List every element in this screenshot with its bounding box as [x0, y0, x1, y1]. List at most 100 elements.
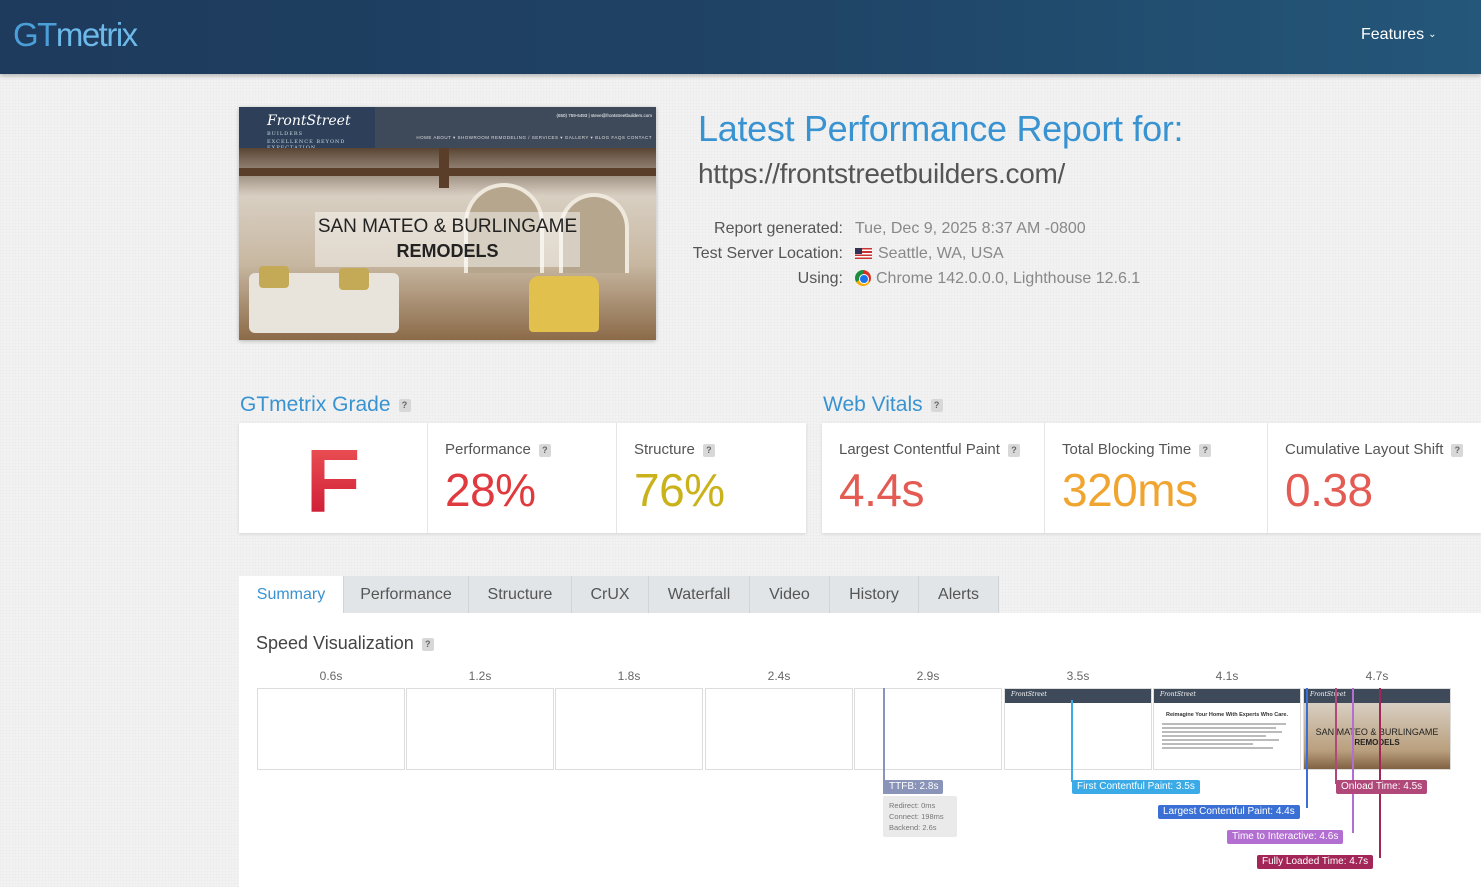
frame-time-label: 1.2s [468, 669, 492, 683]
tab-crux[interactable]: CrUX [572, 576, 649, 613]
thumb-hero-photo [239, 148, 656, 340]
help-icon[interactable]: ? [702, 444, 715, 457]
tab-history[interactable]: History [830, 576, 919, 613]
frame-site-header [1005, 689, 1151, 703]
pillow [259, 266, 289, 288]
frame-time-label: 0.6s [319, 669, 343, 683]
report-url[interactable]: https://frontstreetbuilders.com/ [698, 158, 1066, 189]
thumb-brand: FrontStreet [267, 113, 351, 129]
grade-letter-cell: F [239, 423, 428, 533]
grade-letter: F [239, 431, 427, 534]
ttfb-backend: Backend: 2.6s [889, 823, 937, 832]
features-menu-button[interactable]: Features ⌄ [1361, 26, 1437, 44]
performance-value: 28% [445, 464, 536, 516]
structure-value: 76% [634, 464, 725, 516]
help-icon[interactable]: ? [1199, 444, 1212, 457]
meta-value: Tue, Dec 9, 2025 8:37 AM -0800 [855, 220, 1086, 237]
meta-server-location: Test Server Location: Seattle, WA, USA [0, 245, 1481, 265]
help-icon[interactable]: ? [1007, 444, 1020, 457]
browser-text: Chrome 142.0.0.0, Lighthouse 12.6.1 [876, 270, 1141, 287]
tbt-label: Total Blocking Time? [1062, 441, 1212, 458]
filmstrip-frame[interactable]: FrontStreet Reimagine Your Home With Exp… [1153, 688, 1301, 770]
arch [464, 183, 544, 273]
frame-text-heading: Reimagine Your Home With Experts Who Car… [1166, 712, 1288, 718]
performance-label: Performance? [445, 441, 551, 458]
performance-label-text: Performance [445, 441, 531, 458]
top-navigation-bar: GTmetrix Features ⌄ [0, 0, 1481, 74]
tab-summary[interactable]: Summary [239, 576, 344, 613]
tab-video[interactable]: Video [750, 576, 830, 613]
web-vitals-card: Largest Contentful Paint? 4.4s Total Blo… [822, 423, 1481, 533]
frame-hero-photo: SAN MATEO & BURLINGAME REMODELS [1304, 703, 1450, 769]
thumb-headline-band [315, 212, 580, 267]
filmstrip-frame[interactable]: FrontStreet [1004, 688, 1152, 770]
help-icon[interactable]: ? [1451, 444, 1464, 457]
grade-heading-text: GTmetrix Grade [240, 393, 391, 416]
filmstrip-frame[interactable] [257, 688, 405, 770]
filmstrip-frame[interactable] [705, 688, 853, 770]
thumb-headline-1: SAN MATEO & BURLINGAME [317, 216, 578, 237]
meta-using: Using: Chrome 142.0.0.0, Lighthouse 12.6… [0, 270, 1481, 290]
help-icon[interactable]: ? [538, 444, 551, 457]
web-vitals-heading-text: Web Vitals [823, 393, 923, 416]
gtmetrix-logo[interactable]: GTmetrix [13, 16, 138, 54]
ttfb-redirect: Redirect: 0ms [889, 801, 936, 810]
tti-marker-line [1352, 688, 1354, 833]
grade-heading: GTmetrix Grade? [240, 393, 411, 417]
us-flag-icon [855, 248, 872, 259]
fully-loaded-marker-label[interactable]: Fully Loaded Time: 4.7s [1257, 855, 1374, 869]
features-label: Features [1361, 26, 1425, 43]
ttfb-marker-label[interactable]: TTFB: 2.8s [884, 780, 944, 794]
frame-headline-1: SAN MATEO & BURLINGAME [1315, 727, 1439, 737]
tab-waterfall[interactable]: Waterfall [649, 576, 750, 613]
thumb-headline-2: REMODELS [396, 241, 499, 261]
frame-site-header [1154, 689, 1300, 703]
filmstrip-frame[interactable] [555, 688, 703, 770]
fully-loaded-marker-line [1379, 688, 1381, 858]
lcp-label: Largest Contentful Paint? [839, 441, 1020, 458]
tab-performance[interactable]: Performance [344, 576, 469, 613]
logo-gt-text: GT [13, 16, 57, 53]
lcp-value: 4.4s [839, 464, 924, 516]
frame-time-label: 4.7s [1365, 669, 1389, 683]
fcp-marker-label[interactable]: First Contentful Paint: 3.5s [1072, 780, 1200, 794]
armchair [529, 276, 599, 332]
frame-time-label: 3.5s [1066, 669, 1090, 683]
frame-site-logo: FrontStreet [1160, 691, 1196, 698]
onload-marker-label[interactable]: Onload Time: 4.5s [1336, 780, 1428, 794]
tab-structure[interactable]: Structure [469, 576, 572, 613]
arch [559, 193, 629, 273]
lcp-marker-label[interactable]: Largest Contentful Paint: 4.4s [1158, 805, 1300, 819]
web-vitals-heading: Web Vitals? [823, 393, 943, 417]
chrome-icon [855, 270, 871, 286]
meta-label: Report generated: [714, 220, 843, 237]
thumb-site-logo: FrontStreet BUILDERS EXCELLENCE BEYOND E… [239, 107, 375, 151]
frame-time-label: 1.8s [617, 669, 641, 683]
grade-card: F Performance? 28% Structure? 76% [239, 423, 806, 533]
tab-alerts[interactable]: Alerts [919, 576, 999, 613]
cls-label: Cumulative Layout Shift? [1285, 441, 1464, 458]
tbt-value: 320ms [1062, 464, 1198, 516]
frame-time-label: 2.9s [916, 669, 940, 683]
cls-label-text: Cumulative Layout Shift [1285, 441, 1444, 458]
page-screenshot-thumbnail[interactable]: FrontStreet BUILDERS EXCELLENCE BEYOND E… [239, 107, 656, 340]
filmstrip-frame[interactable] [854, 688, 1002, 770]
filmstrip-frame[interactable] [406, 688, 554, 770]
frame-site-logo: FrontStreet [1011, 691, 1047, 698]
cls-value: 0.38 [1285, 464, 1373, 516]
meta-report-generated: Report generated: Tue, Dec 9, 2025 8:37 … [0, 220, 1481, 240]
thumb-brand-sub: BUILDERS [267, 131, 304, 137]
ceiling-beam [439, 148, 449, 188]
help-icon[interactable]: ? [421, 638, 434, 651]
meta-label: Test Server Location: [692, 245, 843, 262]
speed-visualization-title: Speed Visualization [256, 633, 414, 653]
tti-marker-label[interactable]: Time to Interactive: 4.6s [1227, 830, 1344, 844]
performance-score-cell: Performance? 28% [428, 423, 617, 533]
filmstrip-frame[interactable]: FrontStreet SAN MATEO & BURLINGAME REMOD… [1303, 688, 1451, 770]
frame-site-logo: FrontStreet [1310, 691, 1346, 698]
meta-label: Using: [797, 270, 843, 287]
help-icon[interactable]: ? [398, 399, 411, 412]
help-icon[interactable]: ? [930, 399, 943, 412]
ttfb-marker-line [883, 688, 885, 794]
frame-site-header [1304, 689, 1450, 703]
